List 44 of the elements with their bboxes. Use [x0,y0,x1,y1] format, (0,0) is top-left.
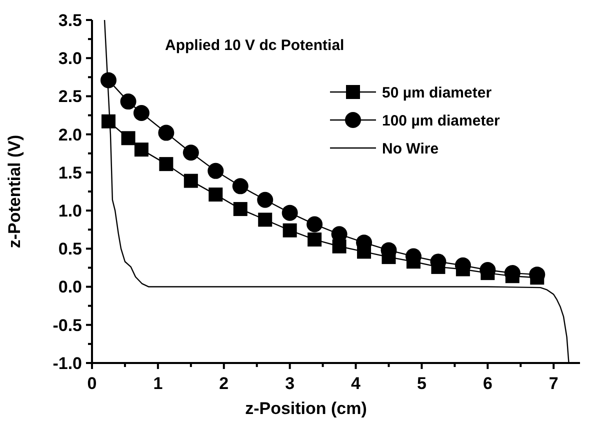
y-tick-label: 1.5 [58,163,82,182]
x-tick-label: 5 [416,374,426,393]
point [258,212,272,227]
legend-label: 50 µm diameter [382,84,492,102]
x-tick-label: 7 [548,374,558,393]
x-tick-label: 1 [153,374,163,393]
y-tick-label: 0.0 [58,278,82,297]
text: Applied 10 V dc Potential [165,37,344,54]
y-tick-label: 1.0 [58,202,82,221]
legend-label: 100 µm diameter [382,112,500,130]
y-tick-label: 0.5 [58,240,82,259]
x-tick-label: 0 [87,374,97,393]
x-tick-label: 6 [482,374,492,393]
legend-label: No Wire [382,140,439,158]
point [208,162,224,179]
point [101,114,116,128]
y-tick-label: -0.5 [52,316,82,335]
point [121,131,136,146]
point [158,124,174,141]
point [159,157,174,172]
point [282,204,298,221]
point [233,202,248,216]
y-tick-label: 2.0 [58,125,82,144]
point [232,178,248,194]
y-tick-label: 3.5 [58,10,82,30]
point [133,104,150,121]
y-axis-title: z-Potential (V) [5,134,24,248]
point [120,94,136,110]
x-axis-title: z-Position (cm) [245,399,367,418]
point [257,192,274,208]
point [184,174,198,188]
x-tick-label: 4 [351,374,362,393]
point [134,142,148,157]
point [208,188,223,202]
point [182,144,199,161]
y-tick-label: 3.0 [58,49,82,68]
point [282,223,297,238]
point [100,72,116,88]
y-tick-label: 2.5 [58,87,82,106]
x-tick-label: 3 [285,374,295,393]
point [308,232,322,247]
y-tick-label: -1.0 [52,354,82,373]
point [306,216,323,232]
x-tick-label: 2 [219,374,229,393]
